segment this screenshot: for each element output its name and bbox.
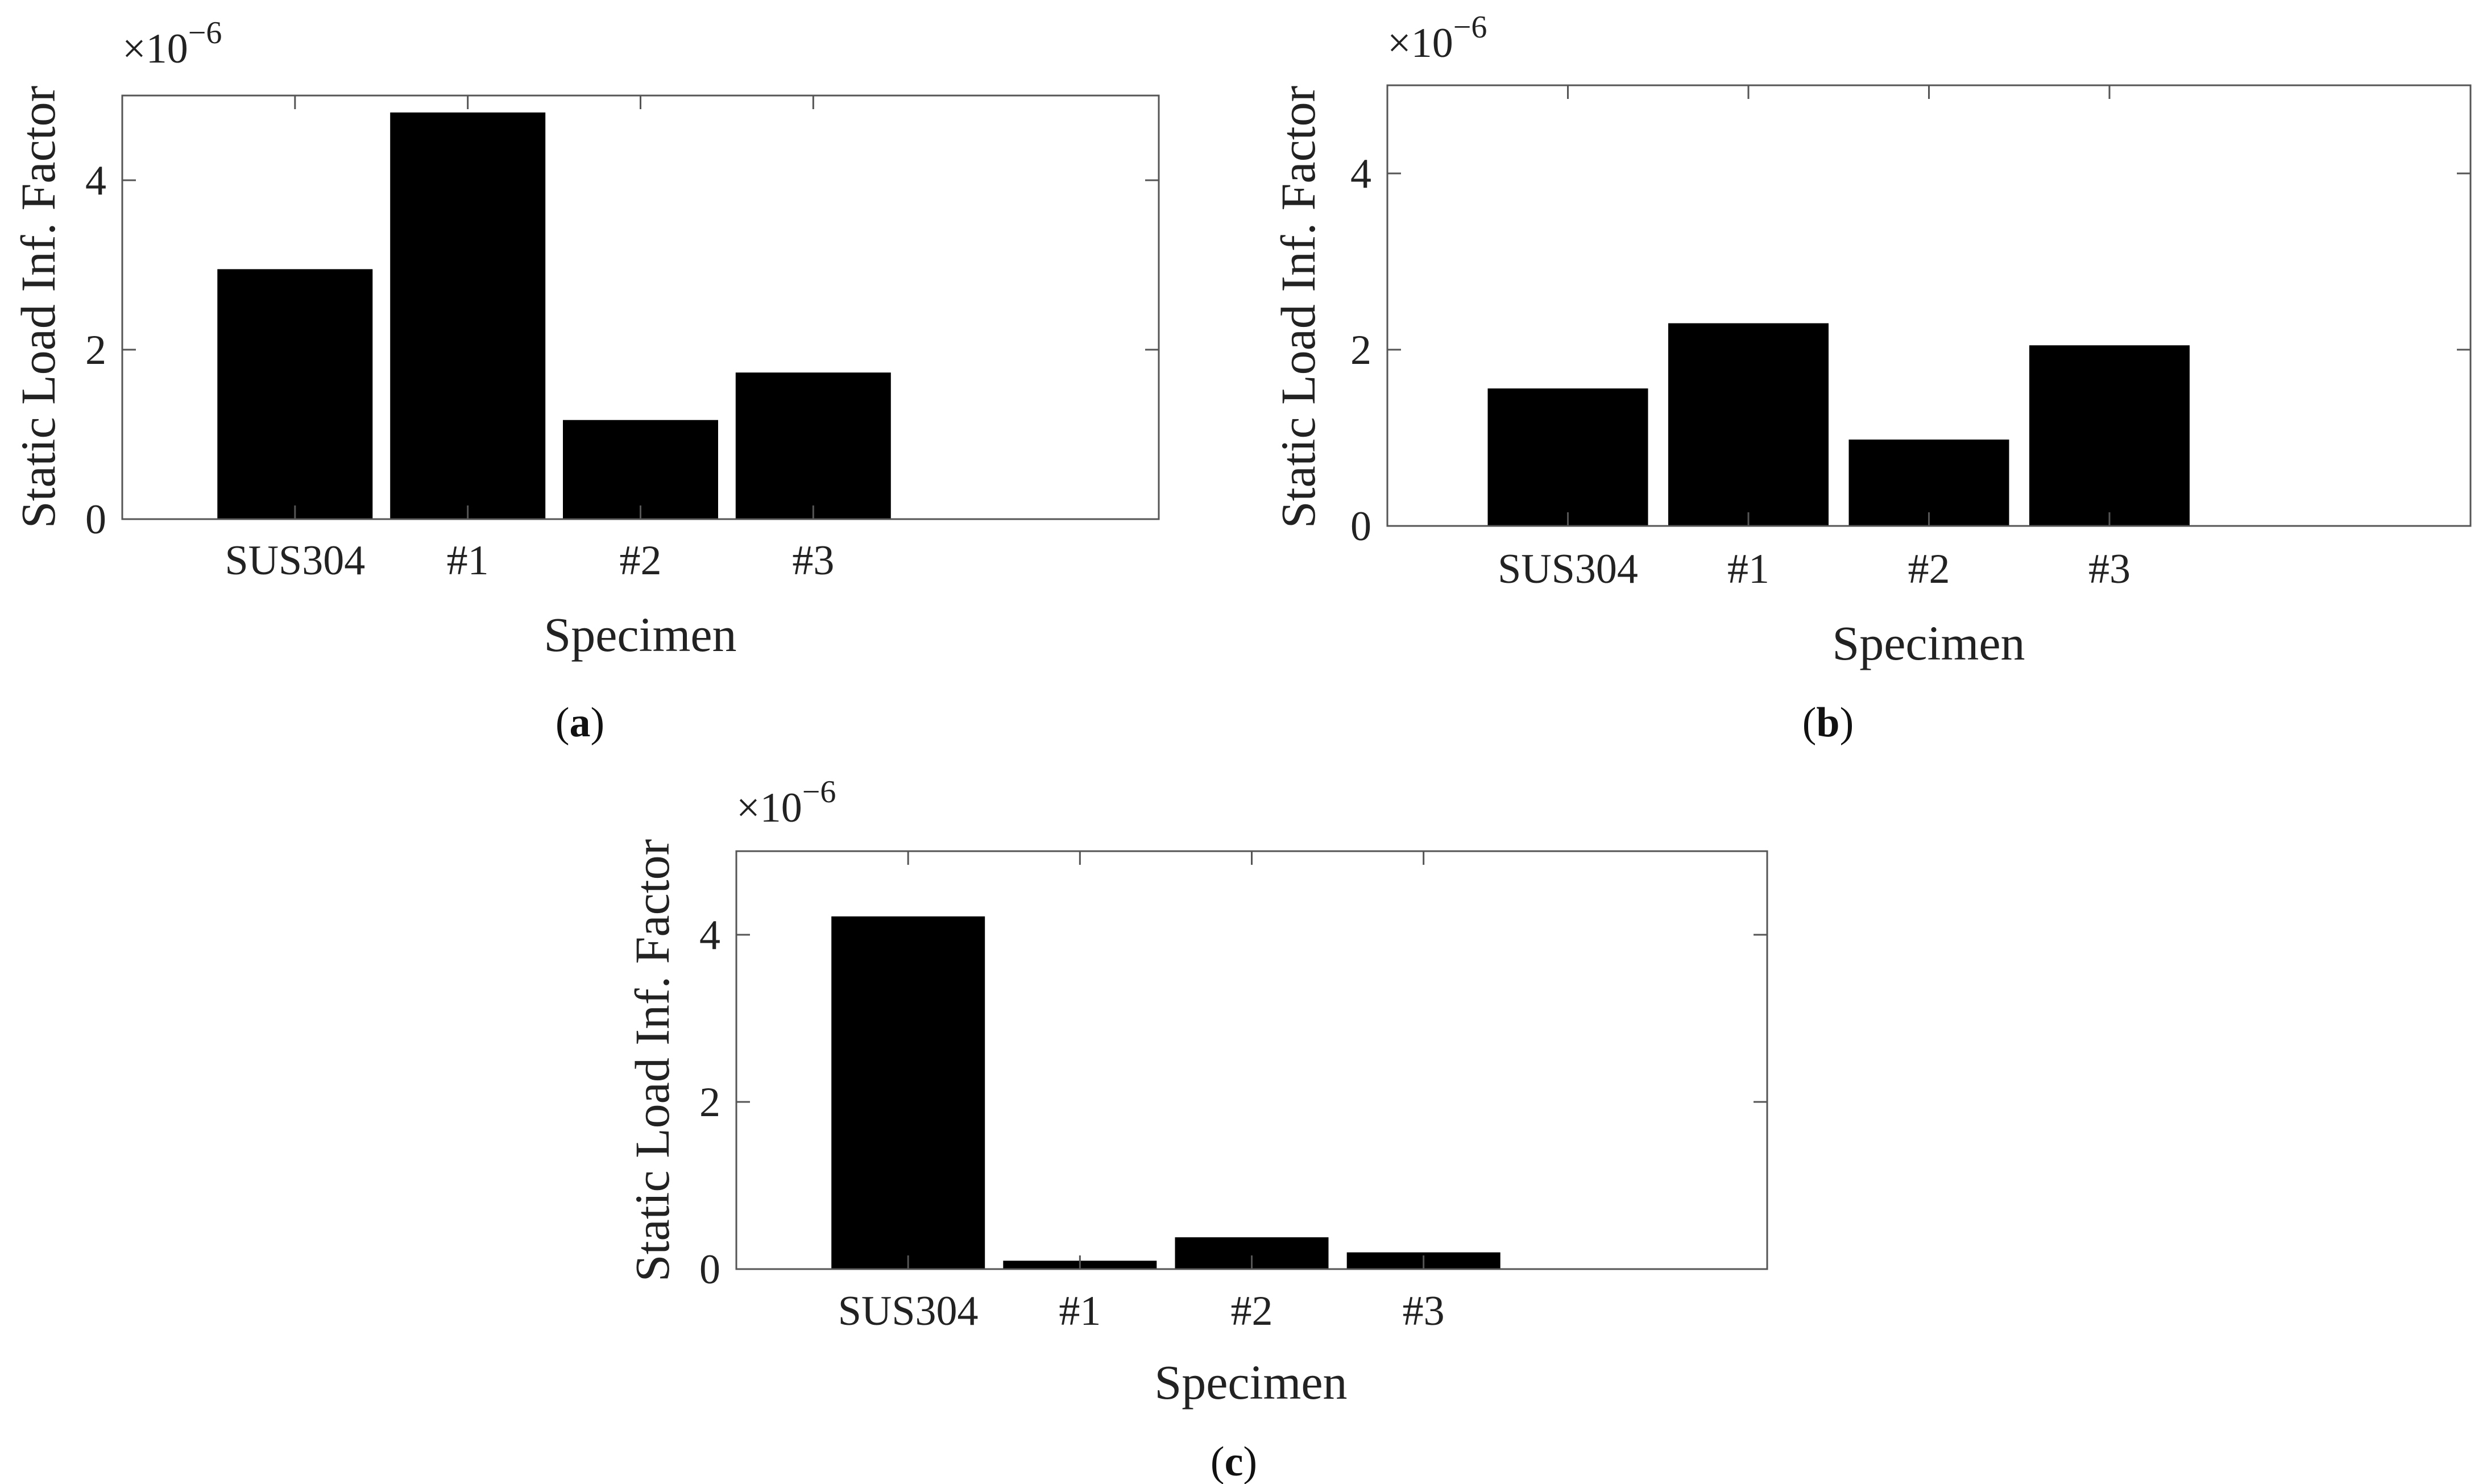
y-tick-labels: 0 2 4 <box>85 157 106 543</box>
bar-specimen-2 <box>1848 440 2009 526</box>
category-labels: SUS304 #1 #2 #3 <box>1498 546 2130 592</box>
bar-group <box>1487 323 2190 527</box>
chart-panel-c: 0 2 4 SUS304 #1 #2 #3 ×10−6 Static Load Inf. … <box>625 774 1768 1484</box>
category-labels: SUS304 #1 #2 #3 <box>838 1288 1445 1334</box>
panel-caption-a: (a) <box>556 699 604 746</box>
y-tick-labels: 0 2 4 <box>699 912 720 1293</box>
y-axis-label: Static Load Inf. Factor <box>1271 86 1325 529</box>
y-tick-label: 2 <box>699 1079 720 1126</box>
exponent-label: ×10−6 <box>1387 10 1487 67</box>
y-tick-label: 4 <box>699 912 720 959</box>
bar-specimen-2 <box>563 420 718 519</box>
y-tick-label: 4 <box>85 157 106 204</box>
y-axis-label: Static Load Inf. Factor <box>11 86 65 529</box>
bar-specimen-3 <box>735 372 891 519</box>
x-tick-label: #1 <box>1727 546 1769 592</box>
x-tick-label: SUS304 <box>225 537 365 584</box>
bar-sus304 <box>831 916 985 1269</box>
y-tick-label: 2 <box>1350 327 1371 374</box>
x-tick-label: #3 <box>1403 1288 1445 1334</box>
bar-sus304 <box>217 269 373 519</box>
x-tick-label: SUS304 <box>1498 546 1638 592</box>
x-tick-label: #3 <box>2088 546 2130 592</box>
x-axis-label: Specimen <box>544 607 736 662</box>
panel-caption-b: (b) <box>1802 699 1854 746</box>
y-tick-label: 2 <box>85 327 106 374</box>
exponent-label: ×10−6 <box>122 15 222 72</box>
category-labels: SUS304 #1 #2 #3 <box>225 537 834 584</box>
y-tick-label: 0 <box>85 496 106 543</box>
bar-group <box>831 916 1501 1269</box>
exponent-label: ×10−6 <box>736 774 836 831</box>
x-tick-label: SUS304 <box>838 1288 979 1334</box>
bar-specimen-1 <box>1668 323 1829 526</box>
y-axis-label: Static Load Inf. Factor <box>625 839 679 1282</box>
x-tick-label: #3 <box>792 537 834 584</box>
y-tick-labels: 0 2 4 <box>1350 151 1371 550</box>
x-tick-label: #2 <box>1231 1288 1273 1334</box>
x-tick-label: #2 <box>620 537 662 584</box>
x-axis-label: Specimen <box>1832 616 2025 670</box>
y-tick-label: 0 <box>699 1246 720 1293</box>
x-axis-label: Specimen <box>1154 1355 1347 1410</box>
chart-panel-b: 0 2 4 SUS304 #1 #2 #3 ×10−6 Static Load Inf. … <box>1271 10 2472 746</box>
chart-panel-a: 0 2 4 SUS304 #1 #2 #3 ×10−6 Static Load Inf. … <box>11 15 1160 746</box>
bar-specimen-1 <box>390 112 546 520</box>
tick-group <box>122 96 1159 520</box>
x-tick-label: #1 <box>447 537 489 584</box>
y-tick-label: 4 <box>1350 151 1371 197</box>
x-tick-label: #2 <box>1908 546 1950 592</box>
bar-group <box>217 112 891 520</box>
x-tick-label: #1 <box>1059 1288 1101 1334</box>
tick-group <box>1387 85 2471 527</box>
y-tick-label: 0 <box>1350 503 1371 550</box>
bar-specimen-3 <box>2029 345 2190 527</box>
tick-group <box>736 851 1767 1270</box>
bar-sus304 <box>1487 388 1648 526</box>
panel-caption-c: (c) <box>1211 1439 1257 1484</box>
